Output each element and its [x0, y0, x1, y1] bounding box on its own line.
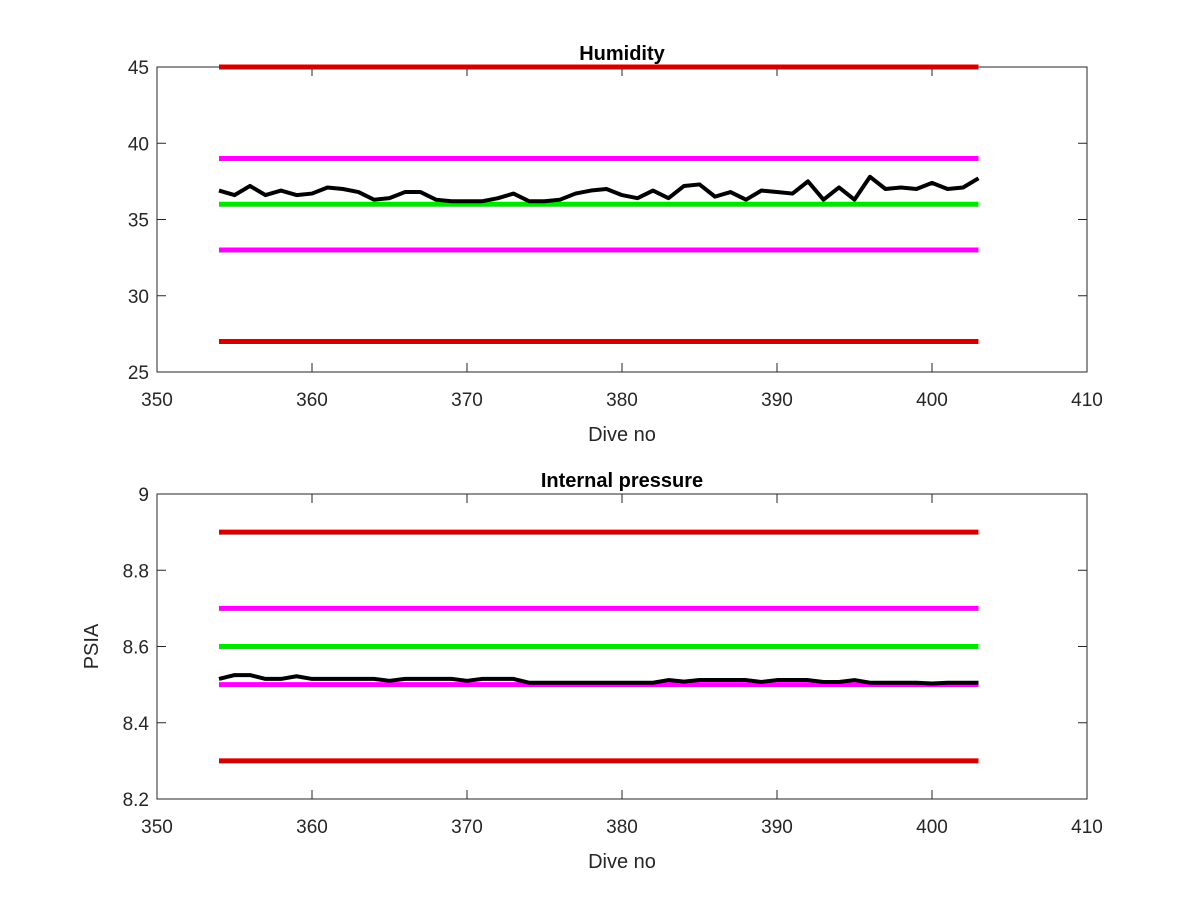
plot-area	[156, 66, 1088, 373]
x-axis-label: Dive no	[588, 851, 656, 873]
x-tick-label: 390	[761, 390, 793, 411]
y-tick-label: 45	[128, 58, 149, 79]
y-tick-label: 40	[128, 134, 149, 155]
y-tick-label: 25	[128, 363, 149, 384]
y-axis-label: PSIA	[81, 623, 103, 669]
y-tick-label: 9	[138, 485, 149, 506]
x-axis-label: Dive no	[588, 424, 656, 446]
x-tick-label: 360	[296, 390, 328, 411]
data-series-line	[218, 174, 980, 204]
y-tick-label: 30	[128, 287, 149, 308]
y-tick-label: 8.8	[123, 561, 149, 582]
x-tick-label: 380	[606, 817, 638, 838]
internal-pressure-chart: 350 360 370 380 390 400 410 8.2 8.4 8.6 8.8 9 Intern…	[81, 470, 1103, 873]
x-tick-label: 370	[451, 390, 483, 411]
humidity-chart: 350 360 370 380 390 400 410 25 30 35 40 45 Humidity D…	[128, 43, 1103, 446]
chart-title: Humidity	[579, 43, 665, 65]
y-tick-label: 35	[128, 211, 149, 232]
chart-title: Internal pressure	[541, 470, 703, 492]
x-tick-label: 350	[141, 817, 173, 838]
x-tick-label: 410	[1071, 390, 1103, 411]
x-tick-label: 410	[1071, 817, 1103, 838]
x-tick-label: 380	[606, 390, 638, 411]
x-tick-label: 400	[916, 390, 948, 411]
y-tick-label: 8.6	[123, 638, 149, 659]
x-tick-label: 350	[141, 390, 173, 411]
data-series-line	[218, 673, 979, 686]
y-tick-label: 8.4	[123, 714, 150, 735]
x-tick-label: 400	[916, 817, 948, 838]
y-tick-label: 8.2	[123, 790, 149, 811]
x-tick-label: 370	[451, 817, 483, 838]
x-tick-label: 360	[296, 817, 328, 838]
x-tick-label: 390	[761, 817, 793, 838]
